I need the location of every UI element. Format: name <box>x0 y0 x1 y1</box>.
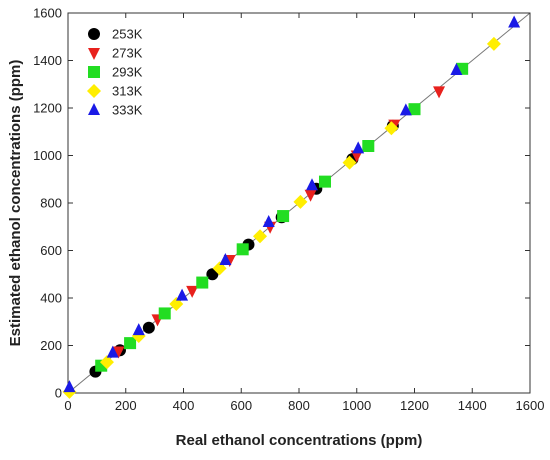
data-point <box>293 194 308 209</box>
legend-marker <box>88 28 100 40</box>
data-point <box>318 175 331 188</box>
y-tick-label: 1600 <box>33 6 62 21</box>
x-tick-label: 400 <box>173 398 195 413</box>
legend-label: 333K <box>112 103 143 118</box>
data-point <box>433 86 446 99</box>
y-tick-label: 600 <box>40 243 62 258</box>
data-point <box>304 189 317 202</box>
data-point <box>362 140 375 152</box>
data-point <box>350 150 363 163</box>
y-tick-label: 1000 <box>33 148 62 163</box>
legend-marker <box>88 103 100 115</box>
data-point <box>399 103 412 116</box>
data-point <box>158 307 171 320</box>
x-tick-label: 600 <box>230 398 252 413</box>
data-point <box>219 253 232 265</box>
data-point <box>450 63 463 75</box>
legend-marker <box>88 66 100 78</box>
y-tick-label: 1400 <box>33 53 62 68</box>
legend: 253K 273K 293K 313K 333K <box>87 27 143 118</box>
y-tick-label: 800 <box>40 196 62 211</box>
x-axis-title: Real ethanol concentrations (ppm) <box>176 432 423 449</box>
legend-marker <box>88 48 100 60</box>
y-tick-label: 0 <box>55 386 62 401</box>
x-tick-label: 0 <box>64 398 71 413</box>
legend-label: 253K <box>112 27 143 42</box>
data-point <box>305 178 318 191</box>
x-tick-label: 200 <box>115 398 137 413</box>
data-point <box>142 321 155 334</box>
x-tick-label: 1400 <box>458 398 487 413</box>
data-point <box>99 355 114 370</box>
y-tick-label: 200 <box>40 338 62 353</box>
y-axis: 0 200 400 600 800 1000 1200 1400 1600 <box>33 6 530 401</box>
x-tick-label: 1000 <box>342 398 371 413</box>
series-333K <box>63 15 521 393</box>
data-point <box>486 36 501 51</box>
data-point <box>352 141 365 154</box>
x-axis: 0 200 400 600 800 1000 1200 1400 1600 <box>64 13 544 413</box>
x-tick-label: 1600 <box>516 398 545 413</box>
legend-marker <box>87 84 101 98</box>
data-point <box>112 346 125 359</box>
data-point <box>277 210 290 223</box>
y-tick-label: 400 <box>40 291 62 306</box>
x-tick-label: 800 <box>288 398 310 413</box>
data-points <box>62 15 521 399</box>
data-point <box>384 121 399 136</box>
data-point <box>236 243 249 256</box>
data-point <box>342 155 357 170</box>
data-point <box>508 15 521 28</box>
legend-label: 313K <box>112 84 143 99</box>
data-point <box>186 285 199 298</box>
legend-label: 293K <box>112 65 143 80</box>
data-point <box>408 103 421 116</box>
data-point <box>196 276 209 289</box>
data-point <box>262 215 275 227</box>
legend-label: 273K <box>112 46 143 61</box>
y-axis-title: Estimated ethanol concentrations (ppm) <box>7 60 24 347</box>
y-tick-label: 1200 <box>33 101 62 116</box>
data-point <box>106 345 119 358</box>
data-point <box>63 380 76 393</box>
data-point <box>176 288 189 301</box>
data-point <box>132 323 145 336</box>
data-point <box>206 268 219 281</box>
x-tick-label: 1200 <box>400 398 429 413</box>
data-point <box>253 229 268 244</box>
data-point <box>124 337 137 350</box>
